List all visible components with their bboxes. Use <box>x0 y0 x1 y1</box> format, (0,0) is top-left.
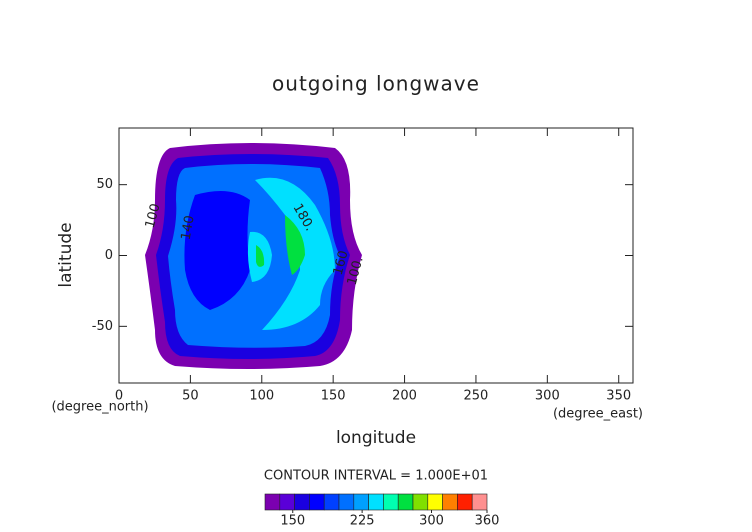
colorbar-swatch <box>368 493 384 511</box>
x-tick-label: 100 <box>249 389 274 404</box>
contour-label: 160 <box>331 249 352 277</box>
contour-fill <box>184 191 250 310</box>
contour-label: 100. <box>345 255 367 287</box>
y-tick-label: 0 <box>105 248 113 263</box>
contour-fill <box>255 177 335 330</box>
colorbar-tick-label: 360 <box>475 514 500 529</box>
colorbar-swatch <box>457 493 473 511</box>
colorbar-swatch <box>442 493 458 511</box>
x-tick-label: 0 <box>115 389 123 404</box>
x-tick-label: 150 <box>321 389 346 404</box>
x-tick-label: 250 <box>464 389 489 404</box>
contour-interval: CONTOUR INTERVAL = 1.000E+01 <box>264 469 488 484</box>
y-tick-label: -50 <box>92 319 113 334</box>
x-axis-label: longitude <box>336 428 416 448</box>
colorbar-swatch <box>264 493 281 511</box>
colorbar-tick-label: 225 <box>350 514 375 529</box>
x-tick-label: 350 <box>606 389 631 404</box>
colorbar-tick-label: 150 <box>280 514 305 529</box>
y-axis-label: latitude <box>56 222 76 287</box>
colorbar-tick-label: 300 <box>419 514 444 529</box>
contour-field <box>145 143 362 369</box>
x-unit: (degree_east) <box>553 407 643 422</box>
y-tick-label: 50 <box>96 177 113 192</box>
x-tick-label: 300 <box>535 389 560 404</box>
colorbar-swatch <box>397 493 414 511</box>
x-tick-label: 50 <box>182 389 199 404</box>
colorbar-swatch <box>338 493 355 511</box>
contour-fill <box>256 245 265 267</box>
contour-label: 100 <box>143 202 164 230</box>
colorbar-swatch <box>279 493 295 511</box>
colorbar-swatch <box>353 493 369 511</box>
chart-title: outgoing longwave <box>272 72 480 96</box>
colorbar-swatch <box>323 493 340 511</box>
colorbar-swatch <box>383 493 399 511</box>
x-tick-label: 200 <box>392 389 417 404</box>
colorbar-swatch <box>412 493 429 511</box>
colorbar-swatch <box>294 493 310 511</box>
colorbar-swatch <box>309 493 325 511</box>
contour-fill <box>285 215 305 275</box>
contour-label: 140 <box>179 214 198 241</box>
y-unit: (degree_north) <box>51 400 148 415</box>
colorbar-swatch <box>427 493 443 511</box>
colorbar-swatch <box>471 493 488 511</box>
